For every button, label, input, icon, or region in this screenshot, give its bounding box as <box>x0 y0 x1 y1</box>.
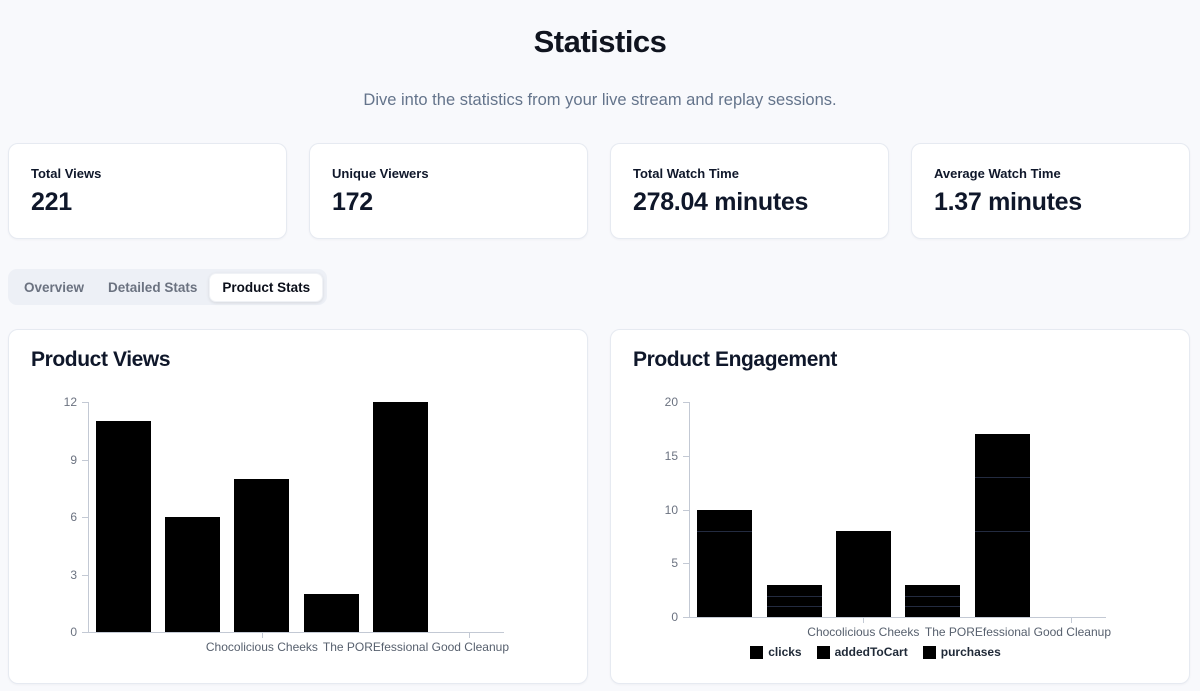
y-tick-label: 5 <box>671 556 678 571</box>
stat-value: 278.04 minutes <box>633 188 809 216</box>
legend-swatch <box>816 645 830 659</box>
x-axis-line <box>88 632 504 633</box>
stat-card-total-watch-time: Total Watch Time 278.04 minutes <box>610 143 889 239</box>
tab-overview[interactable]: Overview <box>24 279 85 295</box>
x-tick-label: The POREfessional Good Cleanup <box>322 640 509 654</box>
bar <box>303 593 359 632</box>
chart-legend: clicks addedToCart purchases <box>645 645 1106 659</box>
stat-value: 172 <box>332 188 373 216</box>
tab-detailed-stats[interactable]: Detailed Stats <box>108 279 198 295</box>
x-tick-mark <box>863 618 865 623</box>
stat-card-average-watch-time: Average Watch Time 1.37 minutes <box>911 143 1190 239</box>
y-tick-mark <box>683 455 689 457</box>
x-tick-label: Chocolicious Cheeks <box>205 640 318 654</box>
x-tick-mark <box>261 633 263 638</box>
x-tick-label: Chocolicious Cheeks <box>807 625 920 639</box>
product-views-chart: 0 3 6 9 12 Chocolicious Cheeks The POREfession… <box>9 330 587 683</box>
bar-segment-line <box>905 595 961 597</box>
bar-segment-line <box>905 606 961 608</box>
legend-swatch <box>750 645 764 659</box>
stat-card-total-views: Total Views 221 <box>8 143 287 239</box>
y-axis-line <box>88 402 89 632</box>
page-title: Statistics <box>533 24 667 59</box>
y-tick-label: 9 <box>70 452 77 467</box>
legend-label: addedToCart <box>834 645 908 659</box>
legend-item: purchases <box>922 645 1001 659</box>
product-engagement-chart: 0 5 10 15 20 Chocolicious Cheeks The POREfessi… <box>611 330 1189 683</box>
bar <box>234 478 290 632</box>
y-tick-label: 0 <box>70 625 77 639</box>
x-tick-mark <box>469 633 471 638</box>
legend-label: purchases <box>940 645 1001 659</box>
bar-segment-line <box>974 477 1030 479</box>
y-tick-label: 0 <box>671 610 678 624</box>
bar <box>766 584 822 617</box>
bar <box>697 509 753 617</box>
y-tick-mark <box>82 574 88 576</box>
bar <box>974 434 1030 617</box>
product-engagement-title: Product Engagement <box>633 348 837 371</box>
stat-label: Unique Viewers <box>332 166 429 181</box>
stat-label: Total Watch Time <box>633 166 739 181</box>
legend-swatch <box>922 645 936 659</box>
y-tick-mark <box>683 617 689 618</box>
y-tick-mark <box>683 402 689 403</box>
bar <box>372 402 428 632</box>
tab-product-stats[interactable]: Product Stats <box>209 272 324 302</box>
y-tick-label: 15 <box>664 448 678 463</box>
legend-label: clicks <box>768 645 802 659</box>
y-tick-label: 3 <box>70 567 77 582</box>
product-views-card: Product Views 0 3 6 9 12 Chocolicious Cheeks T… <box>8 329 588 684</box>
x-tick-mark <box>1071 618 1073 623</box>
y-tick-mark <box>82 517 88 518</box>
y-tick-mark <box>82 632 88 633</box>
y-tick-mark <box>683 509 689 511</box>
y-tick-label: 12 <box>63 395 77 409</box>
bar-segment-line <box>766 595 822 597</box>
stat-value: 1.37 minutes <box>934 188 1082 216</box>
x-axis-line <box>689 617 1106 618</box>
stat-card-unique-viewers: Unique Viewers 172 <box>309 143 588 239</box>
stats-row: Total Views 221 Unique Viewers 172 Total… <box>8 143 1190 239</box>
product-views-title: Product Views <box>31 348 171 371</box>
product-engagement-card: Product Engagement 0 5 10 15 20 Chocolicious … <box>610 329 1190 684</box>
bar-segment-line <box>766 606 822 608</box>
tab-bar: Overview Detailed Stats Product Stats <box>8 269 328 305</box>
bar <box>165 517 221 632</box>
stat-label: Total Views <box>31 166 102 181</box>
y-tick-mark <box>683 563 689 565</box>
y-tick-mark <box>82 459 88 461</box>
y-tick-label: 6 <box>70 510 77 524</box>
legend-item: addedToCart <box>816 645 908 659</box>
y-tick-mark <box>82 402 88 403</box>
stat-label: Average Watch Time <box>934 166 1061 181</box>
bar <box>96 421 152 632</box>
charts-row: Product Views 0 3 6 9 12 Chocolicious Cheeks T… <box>8 329 1190 684</box>
bar-segment-line <box>974 531 1030 532</box>
page-subtitle: Dive into the statistics from your live … <box>363 91 837 109</box>
y-tick-label: 10 <box>664 502 678 517</box>
legend-item: clicks <box>750 645 802 659</box>
bar <box>905 584 961 617</box>
y-tick-label: 20 <box>664 395 678 409</box>
y-axis-line <box>689 402 690 617</box>
bar <box>835 531 891 617</box>
bar-segment-line <box>697 531 753 532</box>
stat-value: 221 <box>31 188 72 216</box>
x-tick-label: The POREfessional Good Cleanup <box>924 625 1111 639</box>
